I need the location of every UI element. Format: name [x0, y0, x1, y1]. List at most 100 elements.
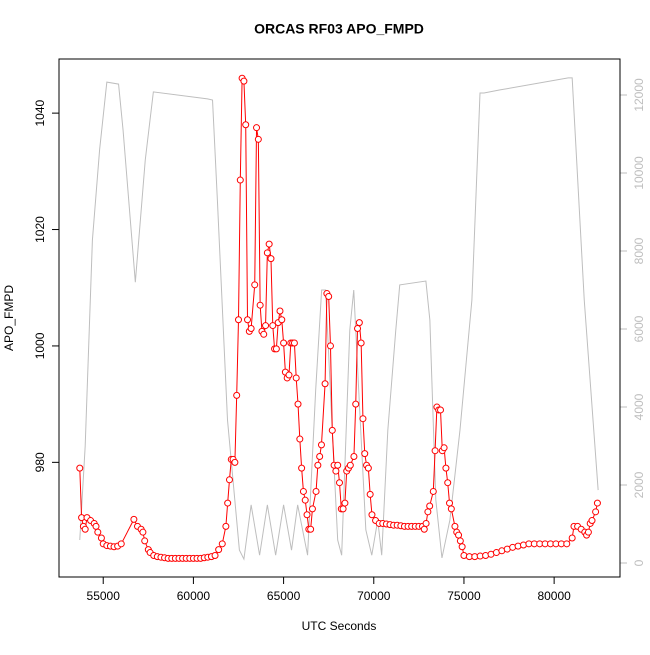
data-point [301, 496, 309, 504]
y-tick-label: 1020 [33, 216, 47, 243]
data-point [341, 499, 349, 507]
data-point [458, 543, 466, 551]
data-point [269, 322, 277, 330]
data-point [215, 546, 223, 554]
data-point [234, 316, 242, 324]
data-point [588, 517, 596, 525]
y-tick-label: 1040 [33, 99, 47, 126]
data-point [563, 540, 571, 548]
data-point [437, 406, 445, 414]
data-point [339, 505, 347, 513]
data-point [260, 330, 268, 338]
data-point [236, 176, 244, 184]
data-point [312, 487, 320, 495]
data-point [314, 461, 322, 469]
data-point [256, 301, 264, 309]
data-point [308, 505, 316, 513]
data-point [366, 490, 374, 498]
data-point [307, 525, 315, 533]
data-point [278, 316, 286, 324]
data-point [317, 441, 325, 449]
data-point [420, 525, 428, 533]
data-point [361, 450, 369, 458]
data-point [424, 508, 432, 516]
y2-tick-label: 2000 [632, 471, 646, 498]
data-point [141, 537, 149, 545]
data-point [292, 374, 300, 382]
y-tick-label: 1000 [33, 332, 47, 359]
data-point [76, 464, 84, 472]
data-point [359, 415, 367, 423]
data-point [294, 400, 302, 408]
data-point [303, 511, 311, 519]
data-point [316, 453, 324, 461]
data-point [290, 339, 298, 347]
data-point [272, 345, 280, 353]
data-point [218, 540, 226, 548]
data-point [364, 464, 372, 472]
data-point [455, 531, 463, 539]
data-point [242, 121, 250, 129]
data-point [265, 240, 273, 248]
x-tick-label: 60000 [177, 589, 211, 603]
data-point [225, 476, 233, 484]
data-point [233, 391, 241, 399]
data-point [94, 528, 102, 536]
data-point [253, 124, 261, 132]
data-point [422, 519, 430, 527]
data-point [299, 487, 307, 495]
data-point [92, 522, 100, 530]
data-point [211, 551, 219, 559]
data-point [426, 502, 434, 510]
data-point [431, 447, 439, 455]
y2-tick-label: 4000 [632, 393, 646, 420]
data-point [325, 292, 333, 300]
x-tick-label: 80000 [537, 589, 571, 603]
data-point [446, 499, 454, 507]
y2-tick-label: 0 [632, 559, 646, 566]
data-point [444, 479, 452, 487]
data-point [447, 505, 455, 513]
x-tick-label: 70000 [357, 589, 391, 603]
data-point [254, 135, 262, 143]
data-point [442, 464, 450, 472]
y2-tick-label: 10000 [632, 156, 646, 190]
data-point [350, 453, 358, 461]
data-point [276, 307, 284, 315]
data-point [429, 487, 437, 495]
data-point [240, 77, 248, 85]
data-point [224, 499, 232, 507]
data-point [451, 522, 459, 530]
data-point [285, 371, 293, 379]
data-point [440, 444, 448, 452]
data-point [456, 537, 464, 545]
data-point [593, 499, 601, 507]
data-point [368, 511, 376, 519]
data-point [263, 249, 271, 257]
data-point [346, 461, 354, 469]
plot-frame [58, 58, 621, 578]
data-point [222, 522, 230, 530]
y2-tick-label: 6000 [632, 315, 646, 342]
data-point [139, 528, 147, 536]
data-point [332, 467, 340, 475]
data-point [321, 380, 329, 388]
y2-tick-label: 8000 [632, 237, 646, 264]
data-point [117, 540, 125, 548]
x-tick-label: 55000 [87, 589, 121, 603]
y-axis-label: APO_FMPD [2, 285, 16, 351]
y-tick-label: 980 [33, 452, 47, 472]
y2-tick-label: 12000 [632, 78, 646, 112]
data-point [355, 319, 363, 327]
data-point [97, 534, 105, 542]
data-point [328, 426, 336, 434]
x-tick-label: 75000 [447, 589, 481, 603]
data-point [352, 400, 360, 408]
data-point [296, 435, 304, 443]
data-point [81, 525, 89, 533]
data-point [298, 464, 306, 472]
data-point [267, 255, 275, 263]
x-axis-label: UTC Seconds [302, 619, 377, 633]
